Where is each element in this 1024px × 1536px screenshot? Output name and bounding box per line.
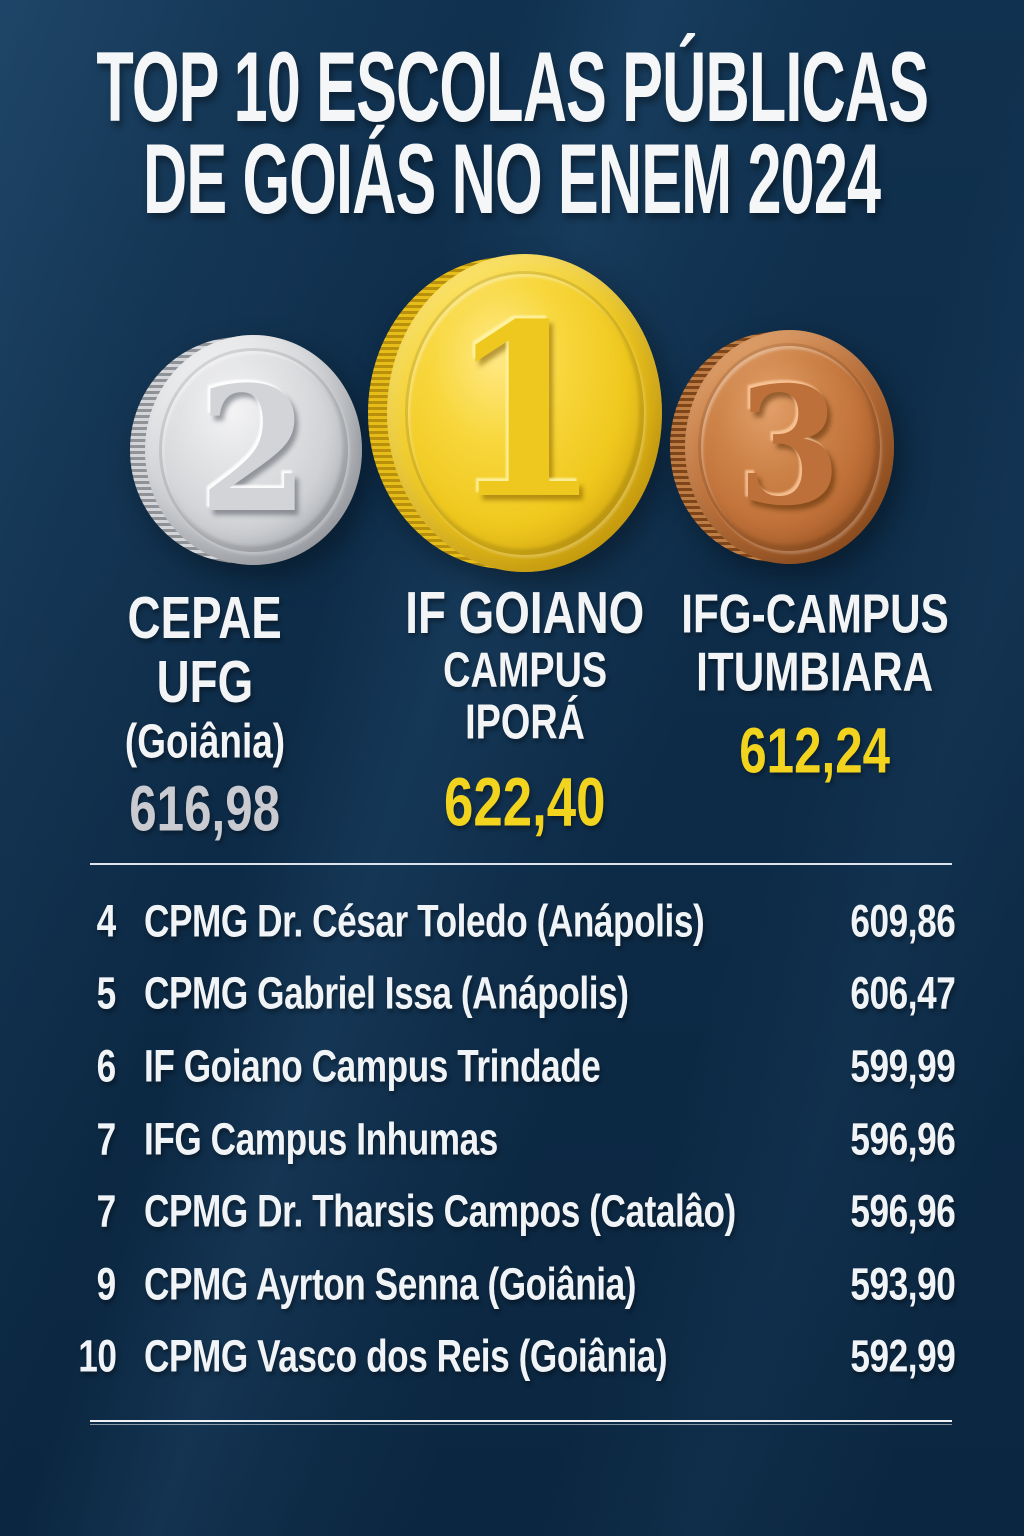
first-place-name-line3: IPORÁ — [465, 695, 585, 751]
ranking-table: 4 CPMG Dr. César Toledo (Anápolis) 609,8… — [60, 886, 956, 1395]
ranking-row: 7 IFG Campus Inhumas 596,96 — [60, 1104, 956, 1177]
ranking-row: 5 CPMG Gabriel Issa (Anápolis) 606,47 — [60, 959, 956, 1032]
coin-face: 3 — [684, 330, 894, 564]
row-score: 596,96 — [849, 1186, 955, 1237]
row-school-name: CPMG Gabriel Issa (Anápolis) — [144, 968, 629, 1020]
second-place-name-line2: UFG — [156, 649, 254, 716]
row-school-name: CPMG Dr. Tharsis Campos (Catalâo) — [144, 1186, 736, 1237]
first-place-name-line2: CAMPUS — [443, 643, 607, 699]
row-rank: 10 — [77, 1331, 117, 1383]
row-score: 596,96 — [849, 1114, 955, 1165]
second-place-name: CEPAE — [127, 585, 283, 652]
row-school-name: CPMG Ayrton Senna (Goiânia) — [144, 1259, 637, 1310]
row-rank: 5 — [96, 968, 117, 1020]
row-score: 599,99 — [849, 1041, 955, 1092]
title-line-1: TOP 10 ESCOLAS PÚBLICAS — [96, 32, 929, 144]
page-title: TOP 10 ESCOLAS PÚBLICAS DE GOIÁS NO ENEM… — [0, 32, 1024, 236]
row-school-name: IF Goiano Campus Trindade — [144, 1041, 601, 1092]
first-place-name: IF GOIANO — [405, 580, 645, 647]
third-place-name-line2: ITUMBIARA — [696, 642, 934, 704]
third-place-name: IFG-CAMPUS — [681, 584, 949, 646]
title-line-2: DE GOIÁS NO ENEM 2024 — [143, 124, 881, 236]
row-score: 609,86 — [849, 896, 955, 947]
ranking-row: 9 CPMG Ayrton Senna (Goiânia) 593,90 — [60, 1249, 956, 1322]
second-place-score: 616,98 — [129, 772, 281, 844]
row-rank: 4 — [96, 896, 117, 947]
top-divider-line — [90, 863, 952, 865]
row-school-name: CPMG Dr. César Toledo (Anápolis) — [144, 896, 705, 947]
row-rank: 7 — [96, 1114, 117, 1165]
row-score: 592,99 — [849, 1331, 955, 1383]
row-rank: 9 — [96, 1259, 117, 1310]
podium-second-place: CEPAE UFG (Goiânia) 616,98 — [62, 585, 348, 844]
first-place-score: 622,40 — [444, 763, 606, 841]
rank-1-numeral: 1 — [448, 273, 601, 552]
ranking-row: 6 IF Goiano Campus Trindade 599,99 — [60, 1031, 956, 1104]
row-school-name: IFG Campus Inhumas — [144, 1114, 498, 1165]
ranking-row: 7 CPMG Dr. Tharsis Campos (Catalâo) 596,… — [60, 1176, 956, 1249]
bottom-divider-line — [90, 1420, 952, 1426]
rank-2-numeral: 2 — [198, 348, 309, 551]
row-score: 593,90 — [849, 1259, 955, 1310]
second-place-city: (Goiânia) — [124, 714, 286, 768]
podium-third-place: IFG-CAMPUS ITUMBIARA 612,24 — [652, 584, 978, 786]
rank-3-numeral: 3 — [737, 352, 842, 542]
third-place-score: 612,24 — [739, 714, 891, 786]
ranking-row: 10 CPMG Vasco dos Reis (Goiânia) 592,99 — [60, 1322, 956, 1395]
bronze-medal-coin: 3 — [670, 330, 894, 564]
coin-face: 2 — [145, 335, 362, 565]
row-rank: 7 — [96, 1186, 117, 1237]
coin-face: 1 — [387, 254, 662, 572]
gold-medal-coin: 1 — [368, 254, 662, 572]
ranking-row: 4 CPMG Dr. César Toledo (Anápolis) 609,8… — [60, 886, 956, 959]
row-score: 606,47 — [849, 968, 955, 1020]
row-rank: 6 — [96, 1041, 117, 1092]
row-school-name: CPMG Vasco dos Reis (Goiânia) — [144, 1331, 668, 1383]
podium-first-place: IF GOIANO CAMPUS IPORÁ 622,40 — [368, 580, 682, 841]
silver-medal-coin: 2 — [130, 335, 362, 565]
